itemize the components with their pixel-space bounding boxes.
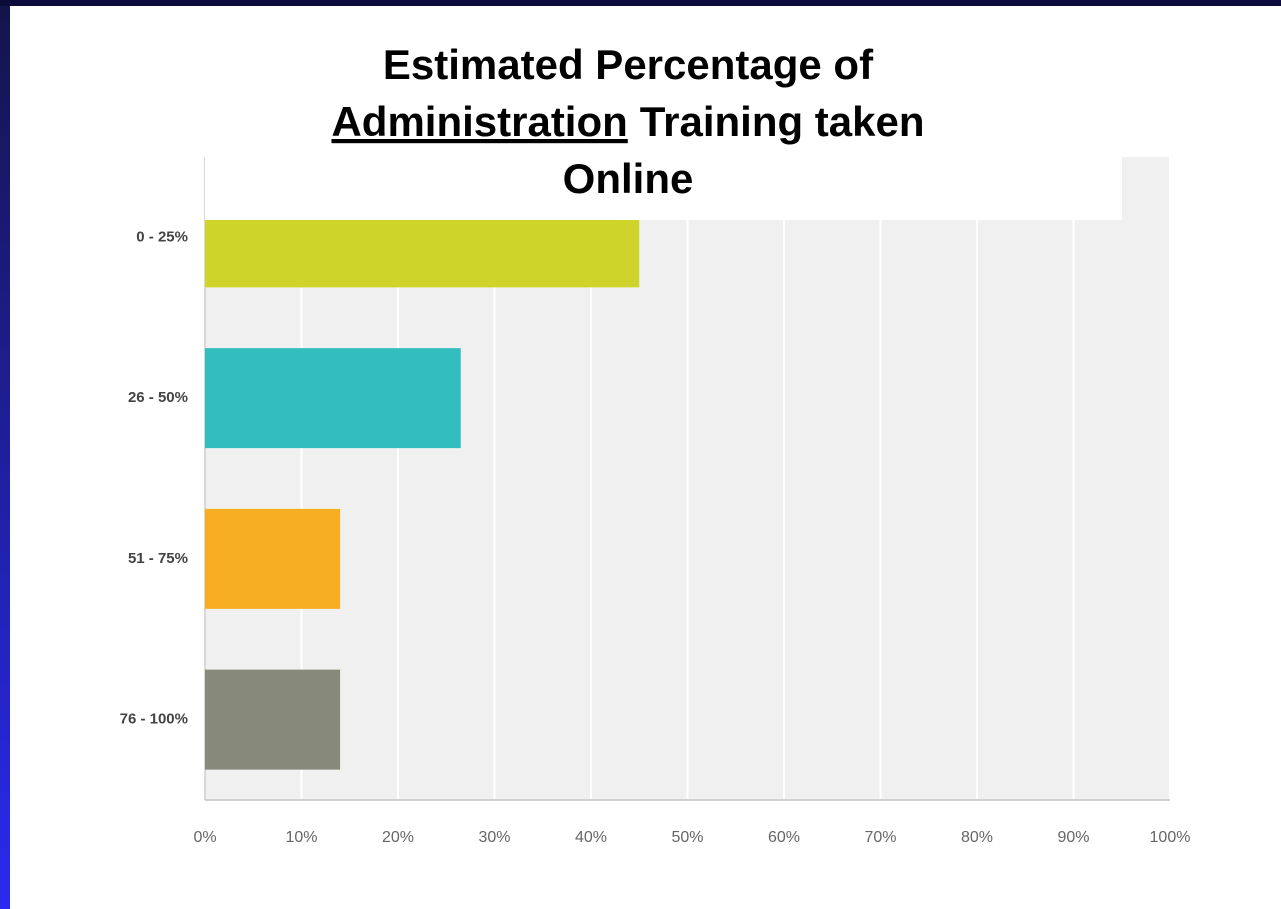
bar	[205, 669, 341, 770]
x-tick-label: 80%	[961, 829, 993, 846]
title-box	[205, 6, 1122, 220]
y-tick-label: 26 - 50%	[128, 389, 188, 406]
title-underlined: Administration	[331, 98, 627, 145]
x-tick-label: 60%	[768, 829, 800, 846]
plot: 0% 10% 20% 30% 40% 50% 60% 70% 80% 90% 100% 0 - 25%…	[120, 157, 1191, 846]
x-tick-label: 100%	[1150, 829, 1191, 846]
x-tick-label: 90%	[1057, 829, 1089, 846]
title-line: Administration Training taken	[331, 98, 924, 145]
y-tick-label: 51 - 75%	[128, 550, 188, 567]
bar	[205, 508, 341, 609]
bar	[205, 348, 461, 449]
top-strip	[0, 0, 1281, 6]
x-tick-label: 40%	[575, 829, 607, 846]
x-tick-label: 0%	[193, 829, 216, 846]
y-tick-label: 76 - 100%	[120, 711, 188, 728]
title-line: Online	[563, 155, 694, 202]
x-tick-label: 20%	[382, 829, 414, 846]
x-tick-label: 50%	[671, 829, 703, 846]
title-line: Estimated Percentage of	[383, 41, 874, 88]
x-tick-label: 10%	[285, 829, 317, 846]
title-rest: Training taken	[640, 98, 925, 145]
x-tick-label: 30%	[478, 829, 510, 846]
y-tick-label: 0 - 25%	[136, 228, 188, 245]
x-tick-label: 70%	[864, 829, 896, 846]
